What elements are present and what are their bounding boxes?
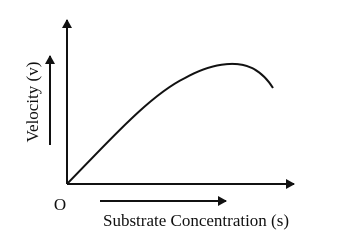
velocity-curve xyxy=(66,62,274,185)
x-axis-label: Substrate Concentration (s) xyxy=(103,211,289,230)
origin-label: O xyxy=(54,195,66,214)
y-axis-label: Velocity (v) xyxy=(23,62,42,143)
